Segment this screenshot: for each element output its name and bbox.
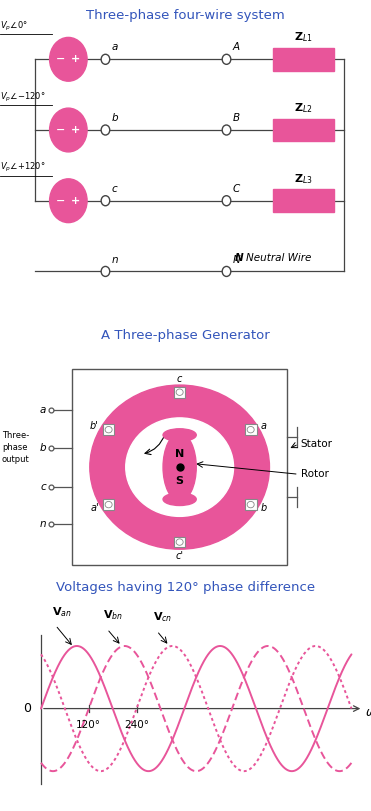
Circle shape xyxy=(101,195,110,206)
Text: a': a' xyxy=(90,503,99,513)
Text: +: + xyxy=(71,54,81,64)
Bar xyxy=(245,424,256,435)
Text: c: c xyxy=(177,374,182,384)
Text: −: − xyxy=(56,125,66,135)
Circle shape xyxy=(222,266,231,277)
Text: $V_p\angle 0°$: $V_p\angle 0°$ xyxy=(0,19,28,32)
Circle shape xyxy=(176,389,183,396)
Text: c: c xyxy=(40,482,46,491)
Text: Three-
phase
output: Three- phase output xyxy=(2,431,30,464)
Circle shape xyxy=(50,179,87,223)
Text: b: b xyxy=(260,503,267,513)
Text: S: S xyxy=(175,476,184,486)
Bar xyxy=(174,387,186,397)
Text: b': b' xyxy=(90,421,99,431)
Text: a: a xyxy=(260,421,266,431)
Text: $\mathbf{Z}_{L1}$: $\mathbf{Z}_{L1}$ xyxy=(294,31,313,45)
Text: N: N xyxy=(232,255,240,264)
Text: Stator: Stator xyxy=(301,439,333,449)
Text: a: a xyxy=(111,42,118,53)
Circle shape xyxy=(222,195,231,206)
Text: a: a xyxy=(40,405,46,415)
Circle shape xyxy=(90,385,269,549)
Circle shape xyxy=(222,125,231,135)
Bar xyxy=(103,424,115,435)
Text: $\mathbf{V}_{an}$: $\mathbf{V}_{an}$ xyxy=(52,605,72,619)
Text: 0: 0 xyxy=(23,702,31,715)
Text: 240°: 240° xyxy=(124,720,149,730)
Circle shape xyxy=(222,54,231,64)
Text: Rotor: Rotor xyxy=(301,470,329,479)
Text: n: n xyxy=(111,255,118,264)
Text: +: + xyxy=(71,195,81,206)
Circle shape xyxy=(247,427,254,433)
Circle shape xyxy=(126,418,233,517)
Bar xyxy=(72,369,287,565)
Circle shape xyxy=(247,501,254,508)
Bar xyxy=(103,500,115,510)
Text: c: c xyxy=(111,184,117,194)
Text: $\omega t$: $\omega t$ xyxy=(365,706,371,719)
Text: A: A xyxy=(232,42,240,53)
Circle shape xyxy=(176,539,183,545)
Circle shape xyxy=(101,54,110,64)
Bar xyxy=(174,537,186,547)
Text: $V_p\angle{+}120°$: $V_p\angle{+}120°$ xyxy=(0,161,46,174)
Circle shape xyxy=(105,427,112,433)
Text: c': c' xyxy=(175,551,184,560)
Text: $\mathbf{V}_{cn}$: $\mathbf{V}_{cn}$ xyxy=(153,611,172,624)
Bar xyxy=(273,118,334,141)
Circle shape xyxy=(50,37,87,81)
Text: −: − xyxy=(56,195,66,206)
Text: 120°: 120° xyxy=(76,720,101,730)
Text: N: N xyxy=(175,448,184,458)
Ellipse shape xyxy=(163,493,196,505)
Circle shape xyxy=(101,125,110,135)
Text: $\mathbf{Z}_{L2}$: $\mathbf{Z}_{L2}$ xyxy=(294,101,313,115)
Text: b: b xyxy=(111,114,118,123)
Ellipse shape xyxy=(163,433,196,501)
Text: $\mathbf{V}_{bn}$: $\mathbf{V}_{bn}$ xyxy=(103,609,123,623)
Circle shape xyxy=(50,108,87,152)
Text: $V_p\angle{-}120°$: $V_p\angle{-}120°$ xyxy=(0,91,46,104)
Text: +: + xyxy=(71,125,81,135)
Text: n: n xyxy=(39,519,46,530)
Circle shape xyxy=(105,501,112,508)
Text: b: b xyxy=(39,443,46,453)
Text: C: C xyxy=(232,184,240,194)
Text: −: − xyxy=(56,54,66,64)
Text: Voltages having 120° phase difference: Voltages having 120° phase difference xyxy=(56,581,315,594)
Text: N: N xyxy=(235,253,244,264)
Text: Three-phase four-wire system: Three-phase four-wire system xyxy=(86,10,285,23)
Text: B: B xyxy=(232,114,240,123)
Text: Neutral Wire: Neutral Wire xyxy=(246,253,311,264)
Text: A Three-phase Generator: A Three-phase Generator xyxy=(101,328,270,341)
Bar xyxy=(273,189,334,212)
Bar xyxy=(273,48,334,71)
Bar xyxy=(245,500,256,510)
Text: $\mathbf{Z}_{L3}$: $\mathbf{Z}_{L3}$ xyxy=(294,172,313,186)
Circle shape xyxy=(101,266,110,277)
Ellipse shape xyxy=(163,429,196,441)
